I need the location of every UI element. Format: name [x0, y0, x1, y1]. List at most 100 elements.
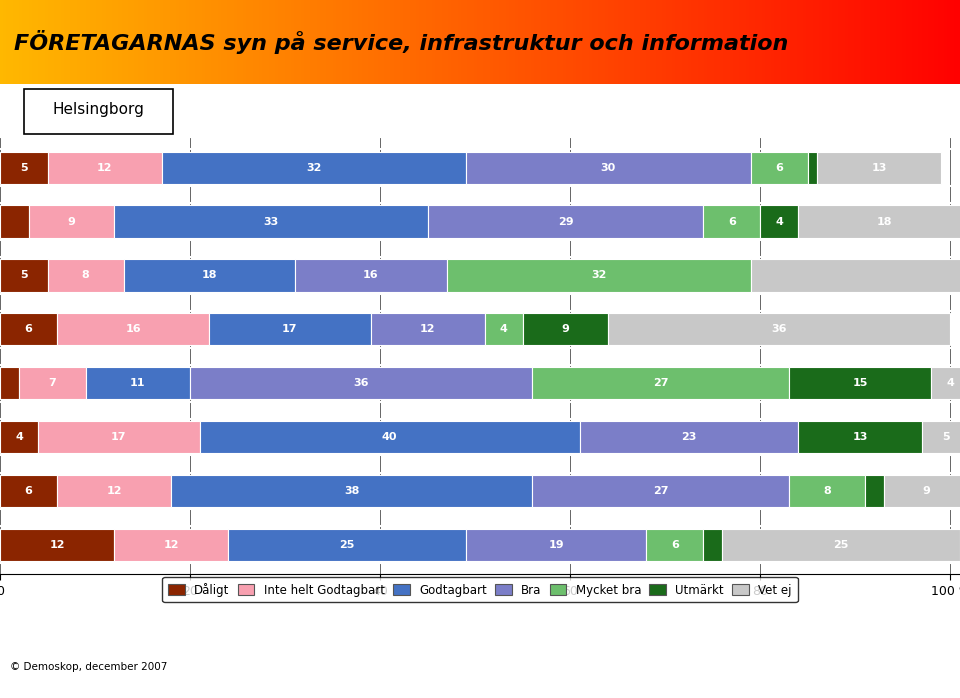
Bar — [499, 0, 502, 84]
Bar — [352, 0, 355, 84]
Bar — [0, 205, 29, 238]
Bar — [211, 0, 214, 84]
Bar — [662, 0, 665, 84]
Bar — [189, 0, 192, 84]
Bar — [266, 0, 269, 84]
Text: 4: 4 — [776, 216, 783, 227]
Bar — [324, 0, 326, 84]
Bar — [516, 0, 518, 84]
Bar — [0, 475, 57, 507]
Bar — [199, 0, 202, 84]
Text: 12: 12 — [97, 163, 112, 173]
Bar — [713, 0, 717, 84]
Bar — [832, 0, 835, 84]
Bar — [362, 0, 365, 84]
Bar — [525, 0, 528, 84]
Bar — [224, 0, 228, 84]
Bar — [806, 0, 809, 84]
Bar — [336, 0, 339, 84]
Bar — [717, 0, 720, 84]
Bar — [384, 0, 387, 84]
Bar — [950, 0, 953, 84]
Bar — [480, 0, 483, 84]
Bar — [12, 0, 16, 84]
Bar — [86, 0, 89, 84]
Text: 6: 6 — [776, 163, 783, 173]
Bar — [115, 0, 118, 84]
Bar — [295, 260, 446, 292]
Bar — [736, 0, 739, 84]
Bar — [701, 0, 704, 84]
Bar — [758, 0, 761, 84]
Bar — [429, 0, 432, 84]
Bar — [202, 0, 204, 84]
Bar — [58, 0, 60, 84]
Bar — [816, 0, 819, 84]
Bar — [0, 313, 57, 346]
Text: 25: 25 — [339, 540, 354, 550]
Bar — [896, 0, 900, 84]
Bar — [813, 0, 816, 84]
Bar — [579, 0, 583, 84]
Bar — [368, 0, 372, 84]
Bar — [16, 0, 19, 84]
Bar — [560, 0, 564, 84]
Bar — [358, 0, 362, 84]
Bar — [281, 0, 285, 84]
Bar — [631, 0, 634, 84]
Bar — [259, 0, 262, 84]
Bar — [348, 0, 352, 84]
Bar — [134, 0, 137, 84]
Bar — [19, 0, 22, 84]
FancyBboxPatch shape — [24, 89, 173, 134]
Bar — [643, 0, 646, 84]
Bar — [473, 0, 477, 84]
Bar — [22, 0, 26, 84]
Bar — [118, 0, 122, 84]
Bar — [269, 0, 272, 84]
Bar — [387, 0, 391, 84]
Bar — [828, 0, 832, 84]
Bar — [727, 0, 730, 84]
Bar — [944, 0, 948, 84]
Bar — [182, 0, 185, 84]
Bar — [448, 0, 451, 84]
Text: 17: 17 — [282, 325, 298, 334]
Text: 5: 5 — [20, 163, 28, 173]
Bar — [934, 0, 938, 84]
Bar — [598, 0, 602, 84]
Bar — [886, 0, 890, 84]
Bar — [67, 0, 70, 84]
Bar — [922, 0, 924, 84]
Bar — [428, 205, 704, 238]
Bar — [799, 421, 922, 453]
Bar — [780, 0, 784, 84]
Bar — [156, 0, 160, 84]
Bar — [420, 0, 422, 84]
Bar — [314, 0, 317, 84]
Text: 17: 17 — [111, 432, 127, 442]
Text: 6: 6 — [25, 325, 33, 334]
Bar — [451, 0, 454, 84]
Text: 9: 9 — [67, 216, 75, 227]
Bar — [569, 0, 573, 84]
Bar — [307, 0, 310, 84]
Bar — [317, 0, 320, 84]
Text: 9: 9 — [562, 325, 569, 334]
Bar — [304, 0, 307, 84]
Bar — [298, 0, 300, 84]
Text: 4: 4 — [500, 325, 508, 334]
Bar — [406, 0, 410, 84]
Bar — [704, 0, 708, 84]
Bar — [765, 0, 768, 84]
Bar — [723, 0, 727, 84]
Bar — [108, 0, 112, 84]
Bar — [170, 0, 173, 84]
Text: 32: 32 — [591, 271, 607, 281]
Bar — [756, 0, 758, 84]
Bar — [461, 0, 464, 84]
Bar — [893, 0, 896, 84]
Bar — [804, 0, 806, 84]
Bar — [848, 0, 852, 84]
Text: 23: 23 — [682, 432, 697, 442]
